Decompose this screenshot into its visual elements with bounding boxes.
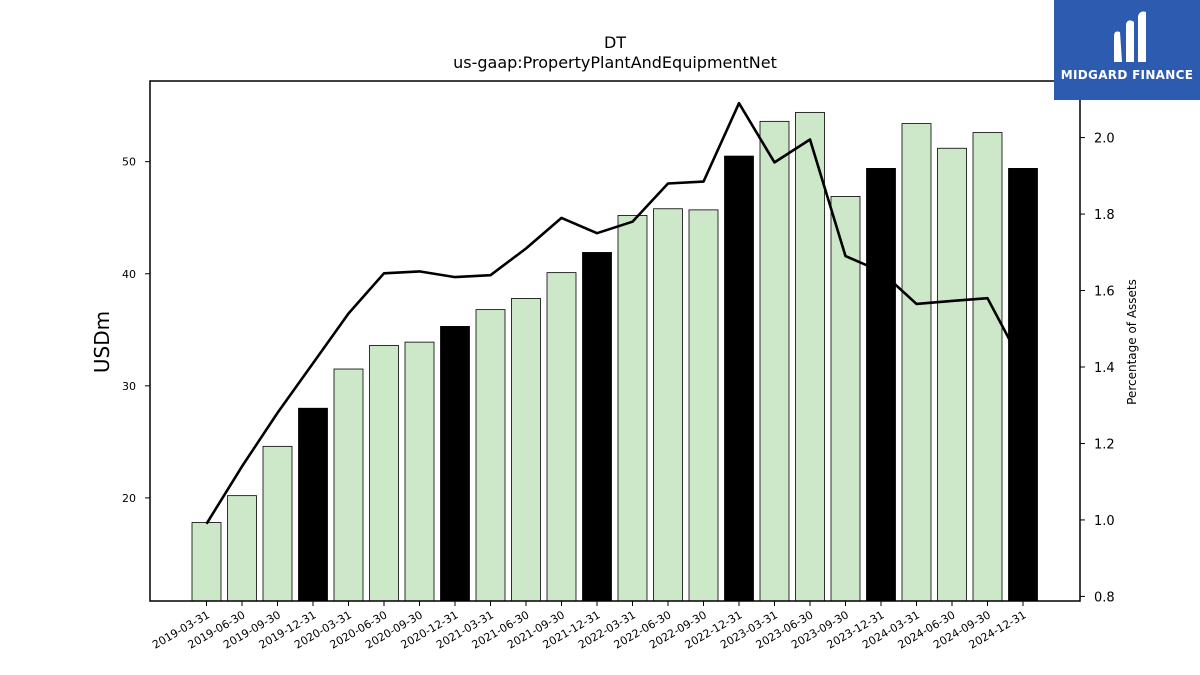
chart-title: DT — [604, 33, 626, 52]
y2-tick-label-1.4: 1.4 — [1094, 361, 1115, 376]
bar-2019-09-30 — [262, 445, 293, 602]
bar-2022-12-31 — [724, 155, 754, 602]
y-tick-label-30: 30 — [122, 380, 136, 393]
logo-mark-icon — [1114, 11, 1146, 62]
bar-2020-12-31 — [440, 326, 470, 602]
bar-2021-06-30 — [511, 298, 541, 602]
logo-text: MIDGARD FINANCE — [1060, 68, 1194, 82]
bar-2021-09-30 — [546, 272, 577, 602]
bars-group — [191, 111, 1038, 602]
bar-2020-06-30 — [369, 345, 399, 602]
bar-2023-03-31 — [759, 120, 790, 602]
y-tick-label-50: 50 — [122, 156, 136, 169]
y2-tick-label-1.6: 1.6 — [1094, 285, 1115, 300]
y-tick-label-20: 20 — [122, 492, 136, 505]
y-tick-label-40: 40 — [122, 268, 136, 281]
y2-tick-label-1.8: 1.8 — [1094, 208, 1115, 223]
y2-axis-label: Percentage of Assets — [1125, 279, 1139, 405]
bar-2024-09-30 — [972, 132, 1003, 602]
bar-2020-09-30 — [404, 341, 435, 602]
bar-2021-12-31 — [582, 252, 612, 602]
bar-2022-06-30 — [653, 208, 683, 602]
midgard-finance-logo: MIDGARD FINANCE — [1054, 0, 1200, 100]
y2-tick-label-0.8: 0.8 — [1094, 590, 1115, 605]
y2-tick-label-1.2: 1.2 — [1094, 437, 1115, 452]
bar-2021-03-31 — [475, 309, 506, 602]
y2-tick-label-2: 2.0 — [1094, 132, 1115, 147]
bar-2024-12-31 — [1008, 168, 1038, 602]
y-axis-label: USDm — [90, 311, 114, 373]
bar-2023-12-31 — [866, 168, 896, 602]
bar-2019-06-30 — [227, 495, 257, 602]
bar-2023-09-30 — [830, 196, 861, 602]
chart-subtitle: us-gaap:PropertyPlantAndEquipmentNet — [453, 53, 777, 72]
y2-tick-label-1: 1.0 — [1094, 514, 1115, 529]
bar-2022-09-30 — [688, 209, 719, 602]
bar-2023-06-30 — [795, 111, 825, 602]
bar-2024-06-30 — [937, 147, 967, 602]
bar-2020-03-31 — [333, 368, 364, 602]
bar-2019-12-31 — [298, 407, 328, 602]
bar-2019-03-31 — [191, 522, 222, 602]
plot-frame — [149, 80, 1081, 602]
bar-2024-03-31 — [901, 123, 932, 602]
percentage-line — [205, 101, 1025, 525]
bar-2022-03-31 — [617, 215, 648, 602]
line-group — [205, 101, 1025, 525]
